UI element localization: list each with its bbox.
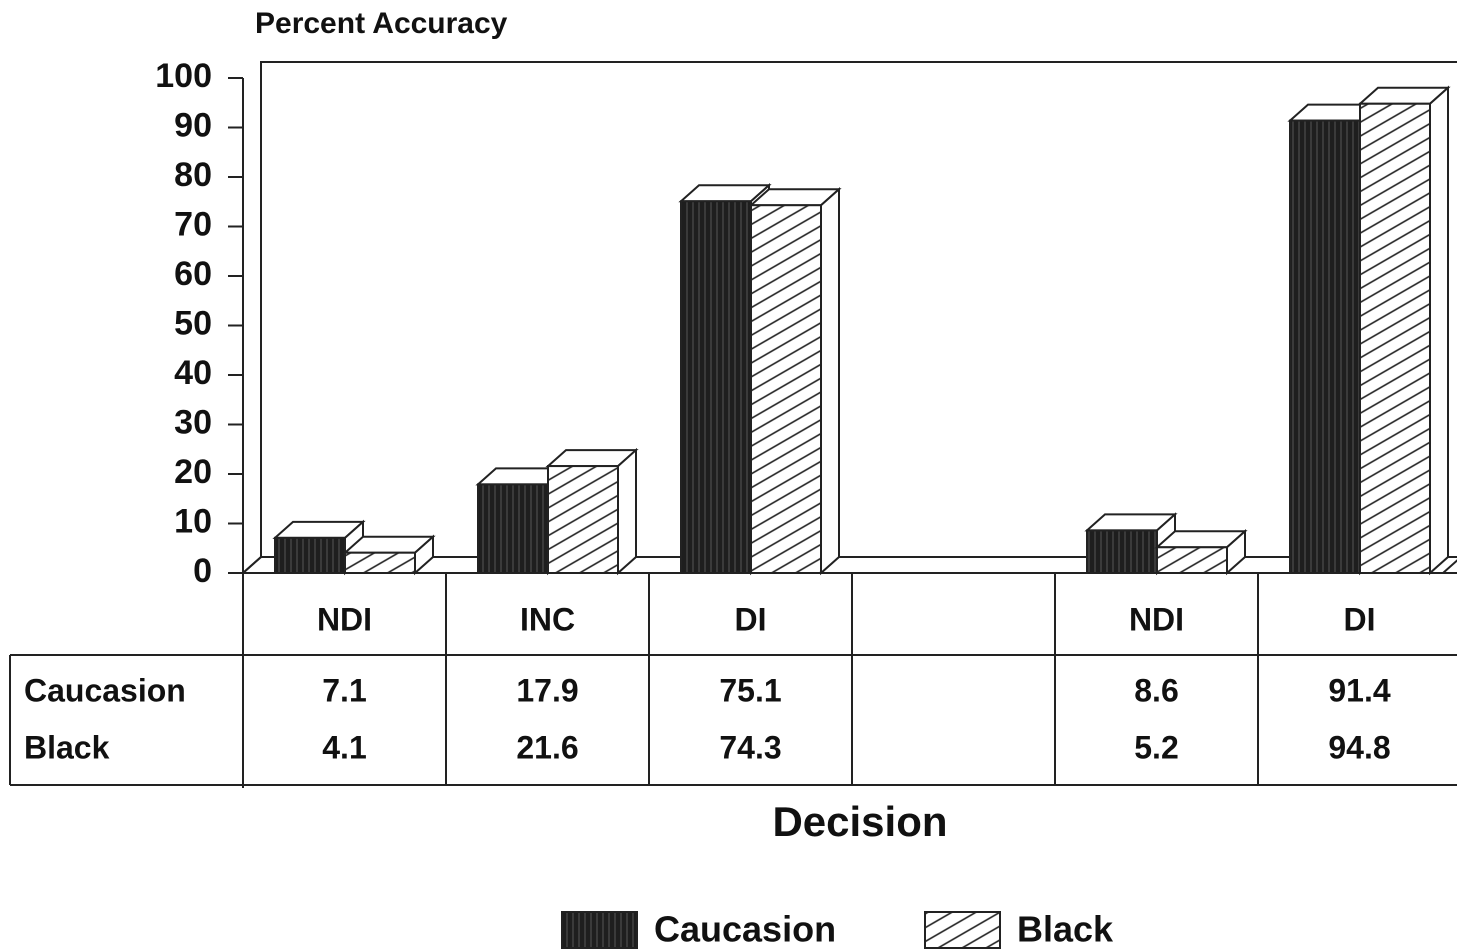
- bar-front: [344, 551, 416, 575]
- y-tick-label: 100: [155, 57, 212, 95]
- legend-swatch: [561, 911, 638, 949]
- x-tick-label: INC: [520, 601, 575, 637]
- bar-side: [617, 447, 637, 576]
- y-tick-label: 60: [174, 255, 212, 293]
- bar-front: [750, 204, 822, 574]
- bar: [1357, 85, 1451, 576]
- bar-front: [477, 483, 549, 574]
- table-value: 4.1: [322, 729, 366, 765]
- x-axis-title: Decision: [772, 798, 947, 845]
- bar-front: [680, 200, 752, 574]
- x-tick-label: NDI: [1129, 601, 1184, 637]
- bar: [545, 447, 639, 576]
- table-value: 91.4: [1328, 672, 1390, 708]
- legend-label: Caucasion: [654, 909, 836, 950]
- y-tick-label: 30: [174, 403, 212, 441]
- table-value: 17.9: [516, 672, 578, 708]
- table-value: 21.6: [516, 729, 578, 765]
- y-tick-label: 40: [174, 354, 212, 392]
- y-tick-label: 10: [174, 502, 212, 540]
- bar-side: [820, 186, 840, 576]
- table-value: 5.2: [1134, 729, 1178, 765]
- bar-front: [274, 536, 346, 574]
- x-tick-label: DI: [1344, 601, 1376, 637]
- bar: [342, 534, 436, 576]
- bar: [1154, 529, 1248, 576]
- y-tick-label: 80: [174, 156, 212, 194]
- x-tick-label: NDI: [317, 601, 372, 637]
- x-tick-label: DI: [735, 601, 767, 637]
- row-label: Caucasion: [24, 672, 186, 708]
- y-tick-label: 50: [174, 304, 212, 342]
- bar-front: [1086, 529, 1158, 574]
- bar: [748, 186, 842, 576]
- y-axis-title: Percent Accuracy: [255, 7, 508, 40]
- floor: [242, 556, 1457, 574]
- y-tick-label: 0: [193, 552, 212, 590]
- table-value: 75.1: [719, 672, 781, 708]
- table-value: 94.8: [1328, 729, 1390, 765]
- y-tick-label: 70: [174, 205, 212, 243]
- table-value: 7.1: [322, 672, 366, 708]
- table-value: 74.3: [719, 729, 781, 765]
- row-label: Black: [24, 729, 110, 765]
- legend-swatch: [924, 911, 1001, 949]
- y-tick-label: 90: [174, 106, 212, 144]
- table-value: 8.6: [1134, 672, 1178, 708]
- back-wall: [242, 61, 1457, 574]
- bar-front: [547, 465, 619, 574]
- bar-front: [1359, 102, 1431, 575]
- legend-label: Black: [1017, 909, 1114, 950]
- y-tick-label: 20: [174, 453, 212, 491]
- bar-front: [1289, 119, 1361, 574]
- bar-front: [1156, 546, 1228, 575]
- bar-side: [1429, 85, 1449, 576]
